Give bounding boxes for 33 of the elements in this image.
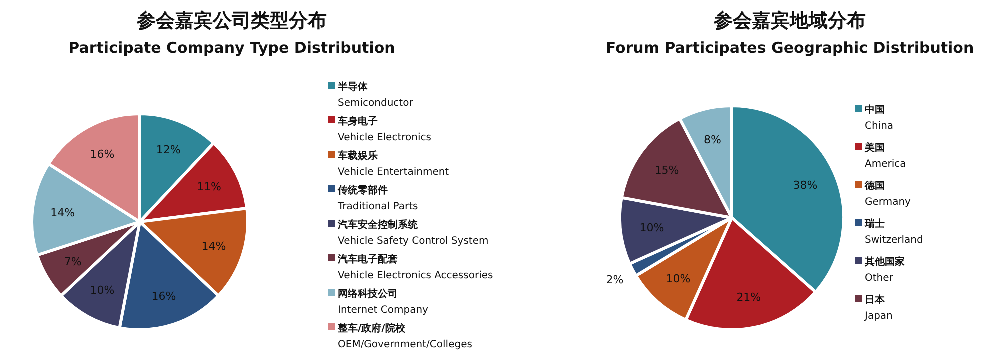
data-label: 14% [50,206,76,220]
legend-label: 汽车安全控制系统 Vehicle Safety Control System [337,219,489,247]
data-label: 21% [736,290,762,304]
chart-subtitle: Participate Company Type Distribution [68,39,396,57]
chart-title: 参会嘉宾地域分布 [713,10,866,32]
data-label: 7% [64,256,82,269]
legend-label: 网络科技公司 Internet Company [338,288,429,316]
legend-label: 中国 China [865,104,894,132]
data-label: 14% [202,240,226,254]
data-label: 10% [640,222,664,235]
legend-label: 日本 Japan [864,294,893,322]
legend-label: 传统零部件 Traditional Parts [337,184,418,212]
legend-label: 汽车电子配套 Vehicle Electronics Accessories [337,254,494,282]
legend-label: 车身电子 Vehicle Electronics [337,116,432,144]
legend-label: 德国 Germany [864,180,912,208]
legend-label: 半导体 Semiconductor [337,81,414,109]
chart-subtitle: Forum Participates Geographic Distribution [606,39,974,57]
data-label: 16% [90,148,115,161]
data-label: 8% [704,134,722,147]
legend-label: 美国 America [864,142,906,170]
data-label: 38% [793,178,818,192]
legend-label: 其他国家 Other [864,256,905,284]
data-label: 2% [606,273,624,286]
data-label: 10% [666,272,691,286]
data-label: 15% [654,164,680,178]
data-label: 12% [156,144,181,157]
legend-label: 整车/政府/院校 OEM/Government/Colleges [337,322,472,350]
data-label: 16% [152,290,176,303]
data-label: 11% [197,180,222,194]
legend-label: 瑞士 Switzerland [864,218,924,246]
data-label: 10% [90,284,115,298]
legend-label: 车载娱乐 Vehicle Entertainment [337,150,450,178]
chart-title: 参会嘉宾公司类型分布 [136,10,327,32]
